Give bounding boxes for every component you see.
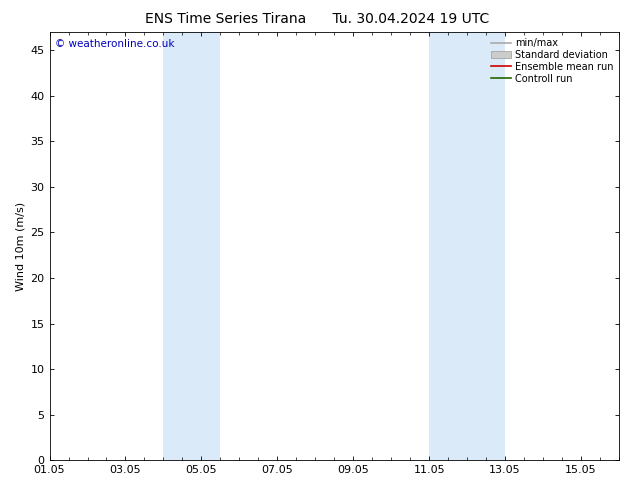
- Legend: min/max, Standard deviation, Ensemble mean run, Controll run: min/max, Standard deviation, Ensemble me…: [488, 35, 616, 87]
- Y-axis label: Wind 10m (m/s): Wind 10m (m/s): [15, 201, 25, 291]
- Text: ENS Time Series Tirana      Tu. 30.04.2024 19 UTC: ENS Time Series Tirana Tu. 30.04.2024 19…: [145, 12, 489, 26]
- Bar: [429, 32, 505, 460]
- Text: © weatheronline.co.uk: © weatheronline.co.uk: [55, 39, 175, 49]
- Bar: [164, 32, 221, 460]
